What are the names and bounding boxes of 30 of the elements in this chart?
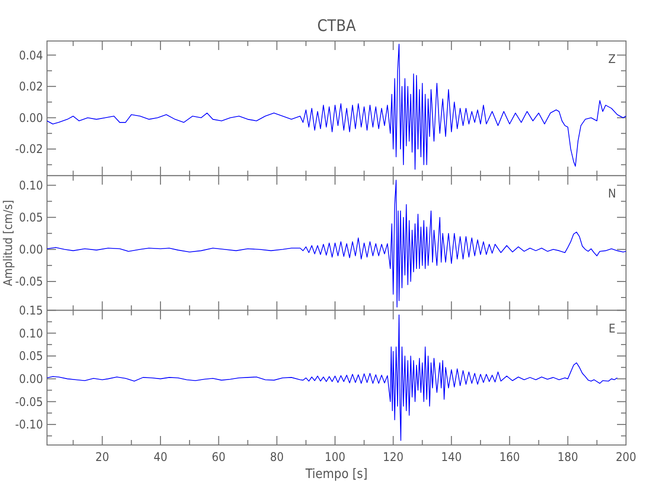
y-tick-label: 0.00 bbox=[18, 242, 44, 257]
x-tick-label: 200 bbox=[616, 450, 636, 464]
y-tick-label: 0.05 bbox=[18, 210, 43, 225]
y-tick-label: 0.00 bbox=[18, 110, 44, 125]
y-tick-label: 0.04 bbox=[18, 48, 44, 62]
x-tick-label: 120 bbox=[382, 450, 404, 464]
x-tick-label: 160 bbox=[499, 450, 520, 464]
x-tick-label: 100 bbox=[324, 450, 346, 464]
y-tick-label: -0.02 bbox=[15, 142, 43, 156]
y-tick-label: 0.10 bbox=[18, 178, 44, 192]
chart-title: CTBA bbox=[317, 16, 356, 35]
y-tick-label: 0.10 bbox=[18, 326, 44, 340]
x-tick-label: 40 bbox=[154, 450, 168, 464]
x-axis-title: Tiempo [s] bbox=[304, 467, 368, 482]
x-tick-label: 140 bbox=[441, 450, 462, 464]
y-tick-label: 0.05 bbox=[18, 349, 43, 364]
x-tick-label: 80 bbox=[270, 450, 284, 464]
y-tick-label: -0.05 bbox=[15, 274, 43, 289]
y-tick-label: -0.05 bbox=[15, 394, 43, 409]
y-axis-title: Amplitud [cm/s] bbox=[1, 200, 15, 286]
annotation: N bbox=[608, 186, 616, 201]
y-tick-label: 0.00 bbox=[18, 372, 44, 386]
annotation: E bbox=[608, 321, 616, 336]
x-tick-label: 20 bbox=[95, 450, 110, 464]
y-tick-label: 0.02 bbox=[18, 80, 43, 94]
y-tick-label: -0.10 bbox=[15, 418, 44, 432]
annotation: Z bbox=[608, 52, 616, 66]
x-tick-label: 180 bbox=[558, 450, 578, 464]
y-tick-label: 0.15 bbox=[18, 304, 43, 318]
x-tick-label: 60 bbox=[212, 450, 226, 464]
